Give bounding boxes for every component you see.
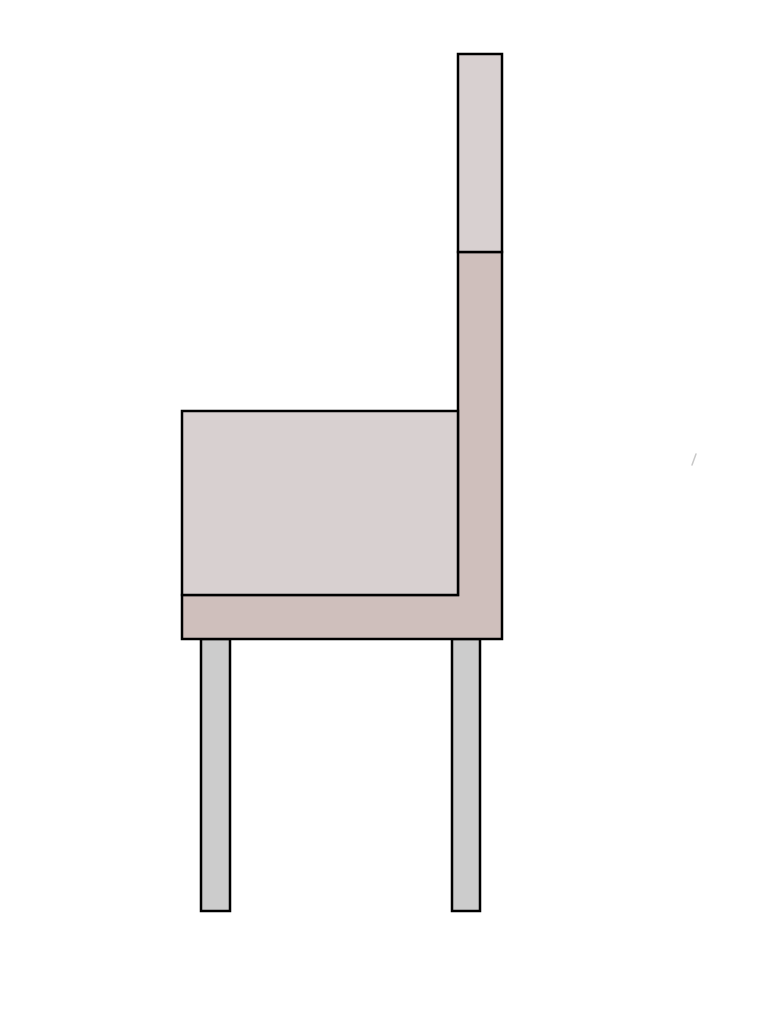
back-leg xyxy=(450,637,482,913)
backrest-upper xyxy=(456,52,504,254)
stray-mark xyxy=(691,453,697,466)
seat-cushion xyxy=(180,409,460,597)
front-leg xyxy=(199,637,232,913)
